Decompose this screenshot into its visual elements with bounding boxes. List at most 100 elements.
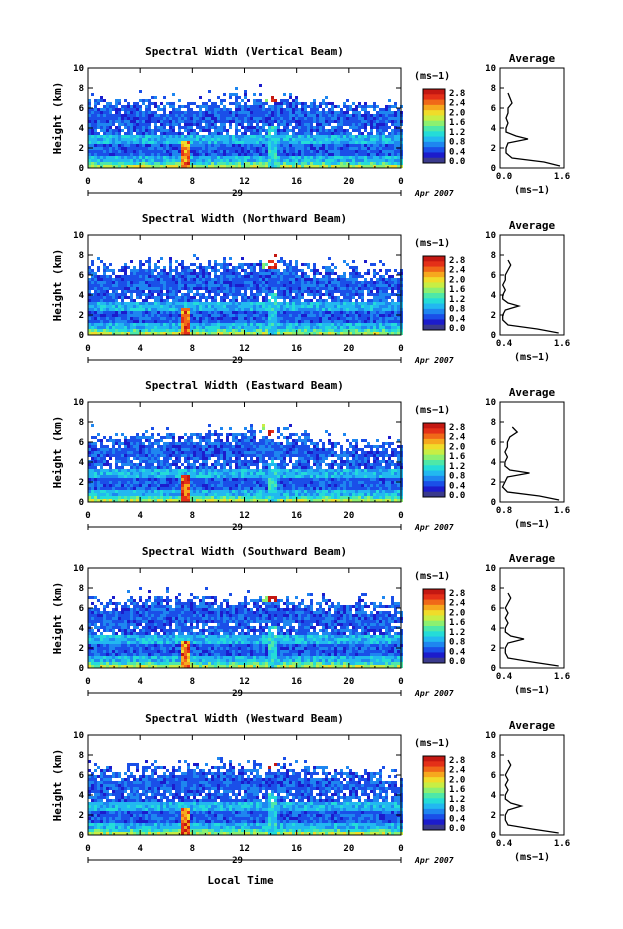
heatmap-cell [376,135,379,138]
heatmap-cell [100,445,103,448]
heatmap-cell [313,281,316,284]
heatmap-cell [316,326,319,329]
heatmap-cell [292,275,295,278]
heatmap-cell [232,275,235,278]
heatmap-cell [391,129,394,132]
heatmap-cell [142,314,145,317]
heatmap-cell [322,278,325,281]
heatmap-cell [274,308,277,311]
heatmap-cell [124,293,127,296]
heatmap-cell [277,284,280,287]
heatmap-cell [295,263,298,266]
heatmap-cell [94,460,97,463]
heatmap-cell [178,326,181,329]
heatmap-cell [367,135,370,138]
heatmap-cell [391,275,394,278]
heatmap-cell [319,102,322,105]
heatmap-cell [376,290,379,293]
heatmap-cell [208,135,211,138]
heatmap-cell [223,269,226,272]
heatmap-cell [226,108,229,111]
heatmap-cell [313,323,316,326]
heatmap-cell [331,311,334,314]
heatmap-cell [241,308,244,311]
heatmap-cell [187,269,190,272]
heatmap-cell [88,490,91,493]
heatmap-cell [196,290,199,293]
heatmap-cell [157,165,160,168]
heatmap-cell [223,302,226,305]
heatmap-cell [94,305,97,308]
heatmap-cell [148,132,151,135]
heatmap-cell [238,147,241,150]
heatmap-cell [106,275,109,278]
heatmap-cell [232,150,235,153]
heatmap-cell [328,147,331,150]
heatmap-cell [262,284,265,287]
heatmap-cell [118,153,121,156]
heatmap-cell [358,302,361,305]
heatmap-cell [238,120,241,123]
heatmap-cell [130,278,133,281]
heatmap-cell [322,329,325,332]
heatmap-cell [145,165,148,168]
heatmap-cell [358,281,361,284]
heatmap-cell [235,102,238,105]
heatmap-cell [229,308,232,311]
heatmap-cell [247,299,250,302]
heatmap-cell [286,99,289,102]
heatmap-cell [343,275,346,278]
heatmap-cell [379,156,382,159]
heatmap-cell [337,117,340,120]
heatmap-cell [151,326,154,329]
heatmap-cell [223,272,226,275]
heatmap-cell [367,308,370,311]
heatmap-cell [253,287,256,290]
heatmap-cell [298,147,301,150]
heatmap-cell [235,87,238,90]
heatmap-cell [115,323,118,326]
heatmap-cell [226,150,229,153]
heatmap-cell [244,287,247,290]
heatmap-cell [127,117,130,120]
colorbar-swatch [423,293,445,299]
heatmap-cell [124,281,127,284]
heatmap-cell [181,302,184,305]
heatmap-cell [352,150,355,153]
heatmap-cell [118,120,121,123]
heatmap-cell [235,275,238,278]
heatmap-cell [319,278,322,281]
heatmap-cell [313,162,316,165]
heatmap-cell [154,323,157,326]
heatmap-cell [178,138,181,141]
heatmap-cell [244,114,247,117]
heatmap-cell [373,293,376,296]
heatmap-cell [292,99,295,102]
heatmap-cell [115,293,118,296]
y-tick-label: 8 [79,251,84,261]
heatmap-cell [214,332,217,335]
heatmap-cell [277,108,280,111]
heatmap-cell [115,150,118,153]
heatmap-cell [271,281,274,284]
heatmap-cell [178,111,181,114]
heatmap-cell [373,317,376,320]
heatmap-cell [286,132,289,135]
heatmap-cell [328,323,331,326]
heatmap-cell [220,108,223,111]
heatmap-cell [304,123,307,126]
heatmap-cell [154,144,157,147]
heatmap-cell [313,135,316,138]
heatmap-cell [268,275,271,278]
heatmap-cell [391,135,394,138]
heatmap-cell [139,263,142,266]
heatmap-cell [112,454,115,457]
heatmap-cell [361,293,364,296]
heatmap-cell [373,314,376,317]
heatmap-cell [118,147,121,150]
heatmap-cell [133,102,136,105]
heatmap-cell [394,317,397,320]
avg-y-tick-label: 10 [485,231,496,241]
heatmap-cell [127,454,130,457]
heatmap-cell [118,490,121,493]
